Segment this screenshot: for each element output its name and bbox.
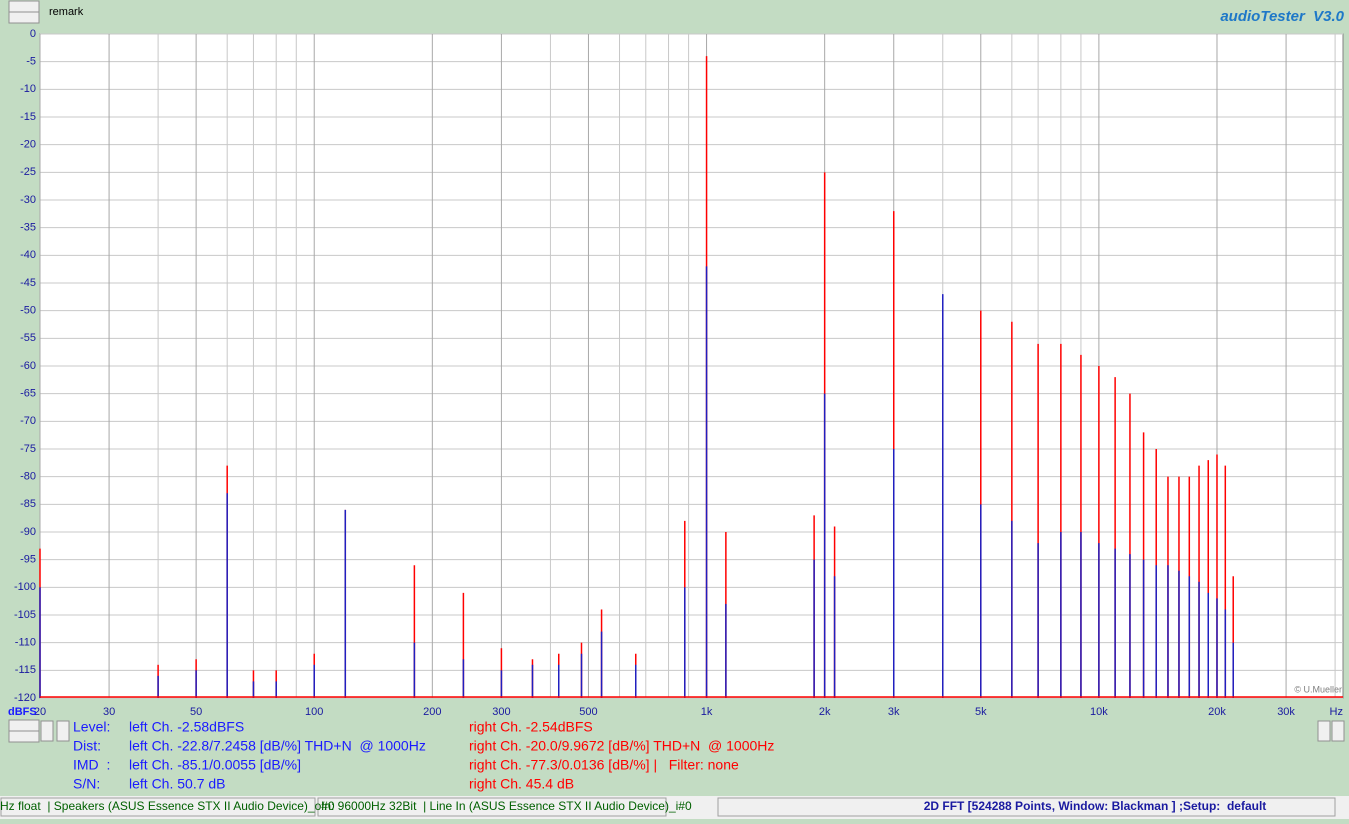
x-tick-label: 30k — [1277, 706, 1295, 718]
status-input: In: 96000Hz 32Bit | Line In (ASUS Essenc… — [321, 799, 692, 813]
x-tick-label: 3k — [888, 706, 900, 718]
measure-label: S/N: — [73, 776, 100, 792]
y-tick-label: -90 — [20, 526, 36, 538]
y-tick-label: -105 — [14, 609, 36, 621]
y-tick-label: -10 — [20, 83, 36, 95]
measure-left: left Ch. -22.8/7.2458 [dB/%] THD+N @ 100… — [129, 738, 426, 754]
measure-right: right Ch. -2.54dBFS — [469, 719, 593, 735]
y-tick-label: -95 — [20, 554, 36, 566]
app-title: audioTester V3.0 — [1220, 8, 1344, 25]
x-tick-label: 20 — [34, 706, 46, 718]
x-tick-label: 200 — [423, 706, 441, 718]
y-tick-label: -75 — [20, 443, 36, 455]
spin-up[interactable] — [8, 0, 40, 13]
measure-label: Dist: — [73, 738, 101, 754]
scroll-left[interactable] — [40, 720, 54, 742]
x-axis-unit: Hz — [1330, 706, 1343, 718]
measure-label: IMD : — [73, 757, 110, 773]
status-panel — [317, 797, 667, 817]
scroll-right[interactable] — [56, 720, 70, 742]
measure-right: right Ch. 45.4 dB — [469, 776, 574, 792]
measure-left: left Ch. -2.58dBFS — [129, 719, 244, 735]
x-tick-label: 10k — [1090, 706, 1108, 718]
y-tick-label: -55 — [20, 332, 36, 344]
y-tick-label: -5 — [26, 56, 36, 68]
y-tick-label: -35 — [20, 222, 36, 234]
x-tick-label: 5k — [975, 706, 987, 718]
scroll-left[interactable] — [1317, 720, 1331, 742]
y-tick-label: -65 — [20, 388, 36, 400]
x-tick-label: 300 — [492, 706, 510, 718]
y-tick-label: -15 — [20, 111, 36, 123]
y-tick-label: -25 — [20, 166, 36, 178]
y-tick-label: -110 — [15, 637, 36, 649]
y-tick-label: -40 — [20, 249, 36, 261]
y-tick-label: -115 — [15, 664, 36, 676]
y-tick-label: -50 — [20, 305, 36, 317]
credit: © U.Mueller — [1294, 684, 1342, 694]
status-bar — [0, 796, 1349, 819]
x-tick-label: 30 — [103, 706, 115, 718]
y-tick-label: -45 — [20, 277, 36, 289]
measure-right: right Ch. -20.0/9.9672 [dB/%] THD+N @ 10… — [469, 738, 774, 754]
y-tick-label: -80 — [20, 471, 36, 483]
spin-down[interactable] — [8, 730, 40, 743]
status-panel — [717, 797, 1336, 817]
x-tick-label: 500 — [579, 706, 597, 718]
spin-up[interactable] — [8, 719, 40, 732]
y-axis-unit: dBFS — [8, 706, 37, 718]
y-tick-label: -85 — [20, 498, 36, 510]
x-tick-label: 1k — [701, 706, 713, 718]
y-tick-label: 0 — [30, 28, 36, 40]
y-tick-label: -120 — [14, 692, 36, 704]
measure-left: left Ch. -85.1/0.0055 [dB/%] — [129, 757, 301, 773]
spin-down[interactable] — [8, 11, 40, 24]
status-mode: 2D FFT [524288 Points, Window: Blackman … — [924, 799, 1267, 813]
measure-right: right Ch. -77.3/0.0136 [dB/%] | Filter: … — [469, 757, 739, 773]
y-tick-label: -30 — [20, 194, 36, 206]
status-output: Hz float | Speakers (ASUS Essence STX II… — [0, 799, 335, 813]
x-tick-label: 20k — [1208, 706, 1226, 718]
y-tick-label: -20 — [20, 139, 36, 151]
y-tick-label: -70 — [20, 415, 36, 427]
scroll-right[interactable] — [1331, 720, 1345, 742]
x-tick-label: 100 — [305, 706, 323, 718]
x-tick-label: 2k — [819, 706, 831, 718]
y-tick-label: -100 — [14, 581, 36, 593]
measure-label: Level: — [73, 719, 110, 735]
status-panel — [0, 797, 316, 817]
remark: remark — [49, 6, 84, 18]
y-tick-label: -60 — [20, 360, 36, 372]
x-tick-label: 50 — [190, 706, 202, 718]
measure-left: left Ch. 50.7 dB — [129, 776, 226, 792]
